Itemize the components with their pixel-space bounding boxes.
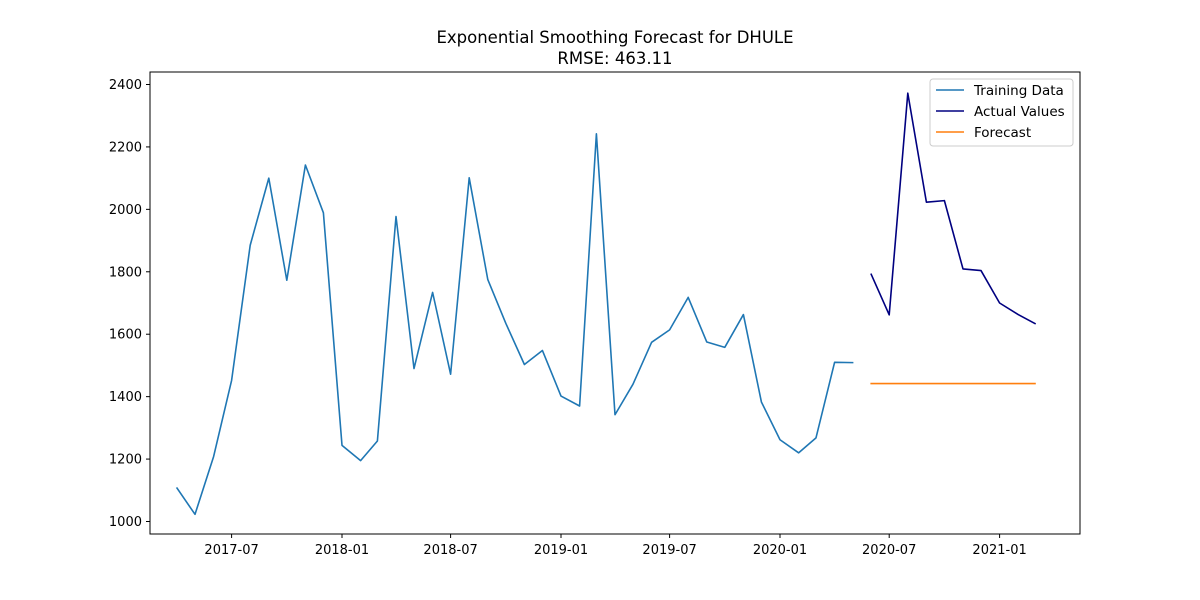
x-axis: 2017-07 2018-01 2018-07 2019-01 2019-07 2020-…: [204, 534, 1027, 558]
y-tick-label: 1400: [109, 390, 142, 405]
legend-label-forecast: Forecast: [974, 125, 1031, 141]
series-line-actual-values: [870, 92, 1037, 325]
y-tick-label: 2400: [109, 78, 142, 93]
y-tick-label: 2000: [109, 203, 142, 218]
series-line-training-data: [175, 133, 854, 516]
plot-frame: [149, 71, 1081, 535]
x-tick-label: 2018-07: [423, 543, 477, 558]
legend-label-actual-values: Actual Values: [974, 104, 1065, 120]
y-tick-label: 1200: [109, 453, 142, 468]
chart-title: Exponential Smoothing Forecast for DHULE: [436, 28, 793, 47]
x-tick-label: 2017-07: [204, 543, 258, 558]
x-tick-label: 2018-01: [315, 543, 369, 558]
y-tick-label: 2200: [109, 140, 142, 155]
x-tick-label: 2020-01: [753, 543, 807, 558]
chart-subtitle: RMSE: 463.11: [557, 49, 672, 68]
y-tick-label: 1800: [109, 265, 142, 280]
legend-label-training-data: Training Data: [973, 83, 1064, 99]
x-tick-label: 2019-07: [642, 543, 696, 558]
x-tick-label: 2021-01: [972, 543, 1026, 558]
x-tick-label: 2019-01: [534, 543, 588, 558]
legend: Training Data Actual Values Forecast: [929, 78, 1074, 147]
y-tick-label: 1000: [109, 515, 142, 530]
x-tick-label: 2020-07: [862, 543, 916, 558]
series-layer: [175, 92, 1037, 516]
y-tick-label: 1600: [109, 328, 142, 343]
y-axis: 1000 1200 1400 1600 1800 2000 2200 2400: [109, 78, 150, 530]
legend-box: [929, 78, 1074, 147]
